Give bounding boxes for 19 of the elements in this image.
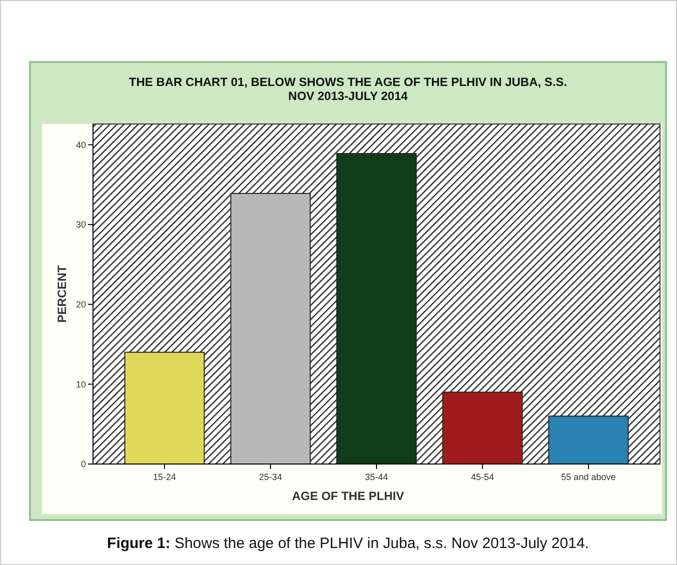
x-tick-label: 25-34	[259, 472, 282, 482]
chart-title: THE BAR CHART 01, BELOW SHOWS THE AGE OF THE PLHIV IN JUBA, S.S. NOV 2013-JULY 2014	[128, 75, 568, 103]
y-tick-label: 40	[76, 140, 86, 150]
y-tick-label: 10	[76, 379, 86, 390]
y-tick-label: 20	[76, 300, 86, 310]
bar	[124, 352, 205, 464]
bar	[548, 416, 629, 464]
caption: Figure 1: Shows the age of the PLHIV in Juba, s.s. Nov 2013-July 2014.	[107, 535, 589, 552]
x-tick-label: 15-24	[153, 472, 176, 482]
x-tick-label: 55 and above	[561, 472, 616, 482]
bar	[336, 153, 417, 464]
bar	[230, 192, 311, 464]
y-tick-label: 0	[80, 459, 86, 470]
x-axis-title: AGE OF THE PLHIV	[292, 489, 404, 503]
y-axis-title: PERCENT	[55, 264, 69, 323]
x-tick-label: 35-44	[364, 472, 388, 482]
x-tick-label: 45-54	[470, 472, 494, 482]
y-tick-label: 30	[76, 220, 86, 230]
bar	[442, 392, 523, 464]
